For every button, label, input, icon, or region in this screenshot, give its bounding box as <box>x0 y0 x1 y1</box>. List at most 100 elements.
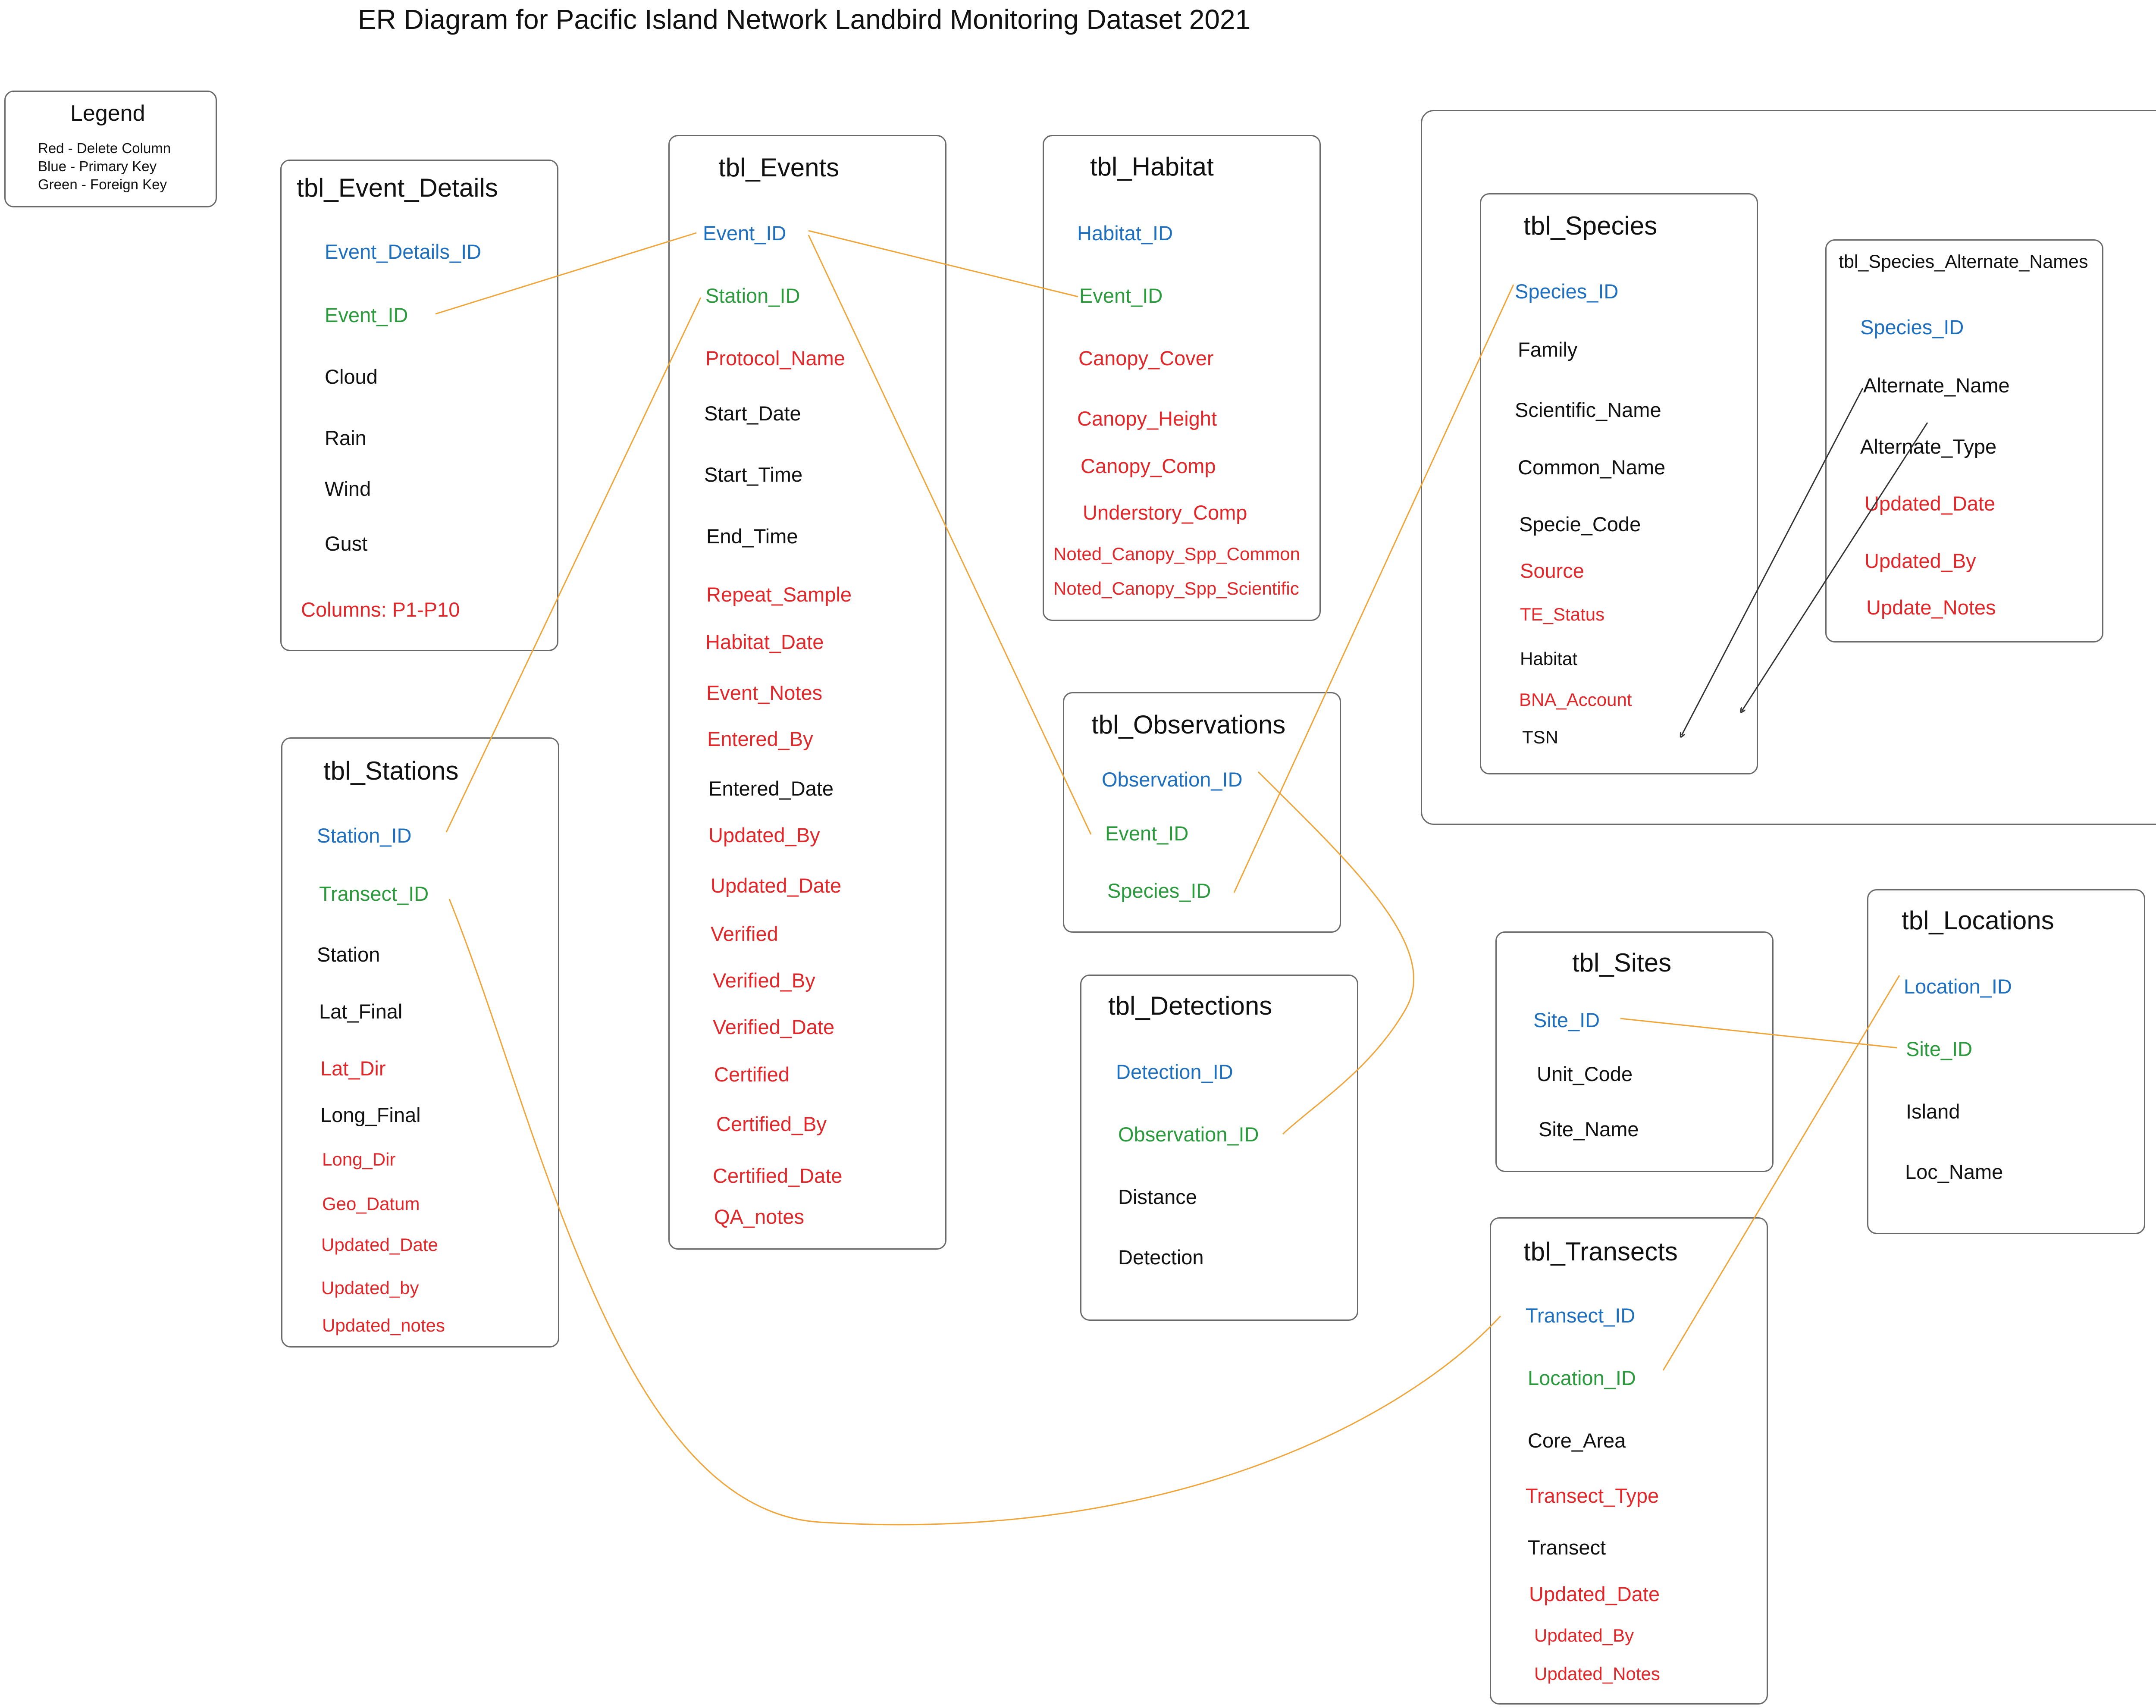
link-events-to-habitat <box>808 230 1078 298</box>
link-stations-to-events <box>445 297 702 833</box>
column: End_Time <box>706 525 798 548</box>
table-species-alternate-names: tbl_Species_Alternate_Names Species_ID A… <box>1825 239 2103 642</box>
table-habitat: tbl_Habitat Habitat_ID Event_ID Canopy_C… <box>1043 135 1321 621</box>
column: Site_Name <box>1539 1118 1639 1141</box>
table-stations: tbl_Stations Station_ID Transect_ID Stat… <box>281 737 559 1348</box>
column: Gust <box>325 532 368 555</box>
column: Update_Notes <box>1866 596 1996 619</box>
column: Updated_Date <box>1865 492 1996 515</box>
column: Event_Details_ID <box>325 240 482 263</box>
table-name: tbl_Event_Details <box>297 173 498 202</box>
column: Alternate_Name <box>1863 374 2010 397</box>
column: Noted_Canopy_Spp_Common <box>1053 544 1300 564</box>
column: Species_ID <box>1515 280 1619 303</box>
column: Columns: P1-P10 <box>301 598 460 621</box>
link-sites-to-locations <box>1620 1018 1898 1049</box>
column: Understory_Comp <box>1083 501 1247 524</box>
column: Entered_By <box>707 727 813 750</box>
table-name: tbl_Locations <box>1902 906 2054 935</box>
column: Station_ID <box>705 284 800 307</box>
legend-line: Red - Delete Column <box>38 140 171 156</box>
column: Event_ID <box>325 304 408 326</box>
table-name: tbl_Habitat <box>1090 152 1214 181</box>
column: Verified <box>711 922 778 945</box>
column: Long_Final <box>320 1103 421 1126</box>
column: Updated_Date <box>1529 1583 1660 1605</box>
column: Protocol_Name <box>705 347 845 370</box>
legend-line: Green - Foreign Key <box>38 176 167 192</box>
column: QA_notes <box>714 1205 805 1228</box>
table-locations: tbl_Locations Location_ID Site_ID Island… <box>1867 889 2145 1234</box>
column: Geo_Datum <box>322 1194 420 1214</box>
column: Species_ID <box>1107 879 1211 902</box>
legend-box: Legend Red - Delete Column Blue - Primar… <box>4 91 217 207</box>
column: Event_Notes <box>706 681 823 704</box>
column: Updated_By <box>1534 1625 1634 1645</box>
link-stations-to-transects <box>448 899 1501 1526</box>
table-transects: tbl_Transects Transect_ID Location_ID Co… <box>1490 1217 1768 1705</box>
column: Canopy_Comp <box>1081 454 1216 477</box>
column: Transect_Type <box>1526 1484 1659 1507</box>
table-events: tbl_Events Event_ID Station_ID Protocol_… <box>668 135 946 1250</box>
column: Noted_Canopy_Spp_Scientific <box>1053 578 1299 599</box>
column: Station <box>317 943 380 966</box>
table-event-details: tbl_Event_Details Event_Details_ID Event… <box>280 160 558 651</box>
column: Event_ID <box>703 222 787 244</box>
column: Location_ID <box>1904 975 2012 998</box>
column: Loc_Name <box>1905 1160 2003 1183</box>
column: Island <box>1906 1100 1960 1123</box>
column: Updated_notes <box>322 1315 445 1335</box>
column: Updated_Date <box>321 1235 438 1255</box>
column: Certified_By <box>716 1113 827 1135</box>
column: Specie_Code <box>1519 513 1641 536</box>
column: Site_ID <box>1533 1009 1600 1031</box>
column: Common_Name <box>1518 456 1666 479</box>
column: Event_ID <box>1105 822 1189 845</box>
column: Family <box>1518 338 1578 361</box>
column: Site_ID <box>1906 1037 1973 1060</box>
column: Transect_ID <box>319 882 429 905</box>
column: Detection <box>1118 1246 1204 1269</box>
legend-line: Blue - Primary Key <box>38 158 157 174</box>
table-name: tbl_Sites <box>1572 948 1672 977</box>
table-sites: tbl_Sites Site_ID Unit_Code Site_Name <box>1495 931 1774 1172</box>
column: Verified_By <box>713 969 815 992</box>
link-transects-to-locations <box>1662 975 1900 1371</box>
table-name: tbl_Detections <box>1108 991 1272 1020</box>
column: Habitat_ID <box>1077 222 1173 244</box>
column: Unit_Code <box>1537 1062 1633 1085</box>
column: Canopy_Height <box>1077 407 1217 430</box>
column: Canopy_Cover <box>1078 347 1214 370</box>
column: Lat_Final <box>319 1000 403 1023</box>
column: Updated_Date <box>711 874 842 897</box>
column: Updated_By <box>708 824 820 846</box>
legend-title: Legend <box>70 101 145 126</box>
column: Scientific_Name <box>1515 398 1661 421</box>
column: Start_Date <box>704 402 801 425</box>
link-observations-to-detections <box>1257 771 1414 1135</box>
table-detections: tbl_Detections Detection_ID Observation_… <box>1080 975 1358 1321</box>
column: Station_ID <box>317 824 412 847</box>
diagram-title: ER Diagram for Pacific Island Network La… <box>357 4 1251 35</box>
table-observations: tbl_Observations Observation_ID Event_ID… <box>1063 692 1341 933</box>
column: Distance <box>1118 1185 1197 1208</box>
table-name: tbl_Species <box>1523 211 1658 240</box>
arrow-alt-type <box>1742 422 1928 711</box>
species-group-frame <box>1421 110 2156 825</box>
column: Entered_Date <box>708 777 834 800</box>
column: Habitat_Date <box>705 630 824 653</box>
column: Wind <box>325 477 371 500</box>
link-event-details-to-events <box>435 232 697 315</box>
column: Transect <box>1528 1536 1606 1559</box>
link-events-to-observations <box>808 235 1092 835</box>
column: Updated_by <box>321 1278 419 1298</box>
column: Lat_Dir <box>320 1057 386 1080</box>
column: Habitat <box>1520 649 1578 669</box>
column: Updated_Notes <box>1534 1664 1660 1684</box>
column: Alternate_Type <box>1860 435 1997 458</box>
column: Verified_Date <box>713 1015 835 1038</box>
arrow-alt-name <box>1682 388 1864 735</box>
table-name: tbl_Transects <box>1523 1237 1678 1266</box>
column: Cloud <box>325 365 378 388</box>
column: Long_Dir <box>322 1149 396 1169</box>
